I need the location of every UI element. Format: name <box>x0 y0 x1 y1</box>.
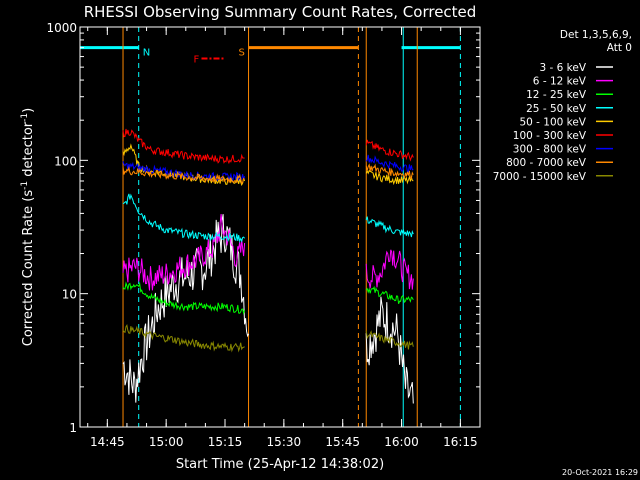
y-axis-label: Corrected Count Rate (s-1 detector-1) <box>20 108 36 346</box>
legend-header-detectors: Det 1,3,5,6,9, <box>560 29 632 41</box>
x-tick-label: 15:15 <box>208 435 243 449</box>
marker-label: F <box>193 55 199 66</box>
legend-entry-label: 300 - 800 keV <box>513 144 587 156</box>
x-tick-label: 15:30 <box>267 435 302 449</box>
x-axis-label: Start Time (25-Apr-12 14:38:02) <box>176 457 384 472</box>
y-axis-label-mid: detector <box>21 121 36 181</box>
series-line <box>365 139 414 162</box>
series-line <box>122 281 246 316</box>
x-tick-label: 16:15 <box>443 435 478 449</box>
legend-entry-label: 6 - 12 keV <box>533 76 587 88</box>
series-line <box>122 128 245 165</box>
legend-entry-label: 25 - 50 keV <box>526 103 587 115</box>
series-line <box>122 193 245 244</box>
legend-entry-label: 7000 - 15000 keV <box>493 171 587 183</box>
chart-title: RHESSI Observing Summary Count Rates, Co… <box>84 3 477 21</box>
series-line <box>365 163 414 180</box>
legend-header-attenuator: Att 0 <box>607 42 632 54</box>
footer-timestamp: 20-Oct-2021 16:29 <box>562 468 638 477</box>
marker-label: S <box>239 48 245 59</box>
legend-entry-label: 800 - 7000 keV <box>506 157 587 169</box>
legend: Det 1,3,5,6,9, Att 0 3 - 6 keV 6 - 12 keV… <box>493 29 632 183</box>
series-line <box>365 285 414 304</box>
axis-ticks: 14:45 15:00 15:15 15:30 15:45 16:00 16:15 1 10 10… <box>46 21 481 449</box>
series-line <box>122 166 245 185</box>
series-line <box>365 169 414 186</box>
y-axis-label-sup2: -1 <box>20 113 30 122</box>
y-axis-label-end: ) <box>21 108 36 113</box>
x-tick-label: 15:00 <box>149 435 184 449</box>
y-axis-label-main: Corrected Count Rate (s <box>21 190 36 347</box>
x-tick-label: 15:45 <box>325 435 360 449</box>
series-line <box>122 323 245 353</box>
marker-label: N <box>143 48 150 59</box>
series-line <box>122 214 250 403</box>
series-line <box>365 296 414 404</box>
y-tick-label: 100 <box>54 154 77 168</box>
legend-entry-label: 3 - 6 keV <box>539 62 586 74</box>
plot-frame <box>79 26 481 428</box>
series-line <box>365 154 414 173</box>
legend-entry-label: 12 - 25 keV <box>526 89 587 101</box>
y-tick-label: 1000 <box>46 21 77 35</box>
series-line <box>122 213 246 291</box>
legend-entry-label: 50 - 100 keV <box>519 116 586 128</box>
x-tick-label: 16:00 <box>384 435 419 449</box>
y-tick-label: 10 <box>62 288 77 302</box>
legend-entry-label: 100 - 300 keV <box>513 130 587 142</box>
y-axis-label-sup1: -1 <box>20 181 30 190</box>
y-tick-label: 1 <box>69 421 77 435</box>
x-tick-label: 14:45 <box>90 435 125 449</box>
series-line <box>365 216 414 238</box>
series-line <box>365 330 414 350</box>
series-line <box>365 249 414 290</box>
plot-lines: N SF <box>80 27 461 427</box>
